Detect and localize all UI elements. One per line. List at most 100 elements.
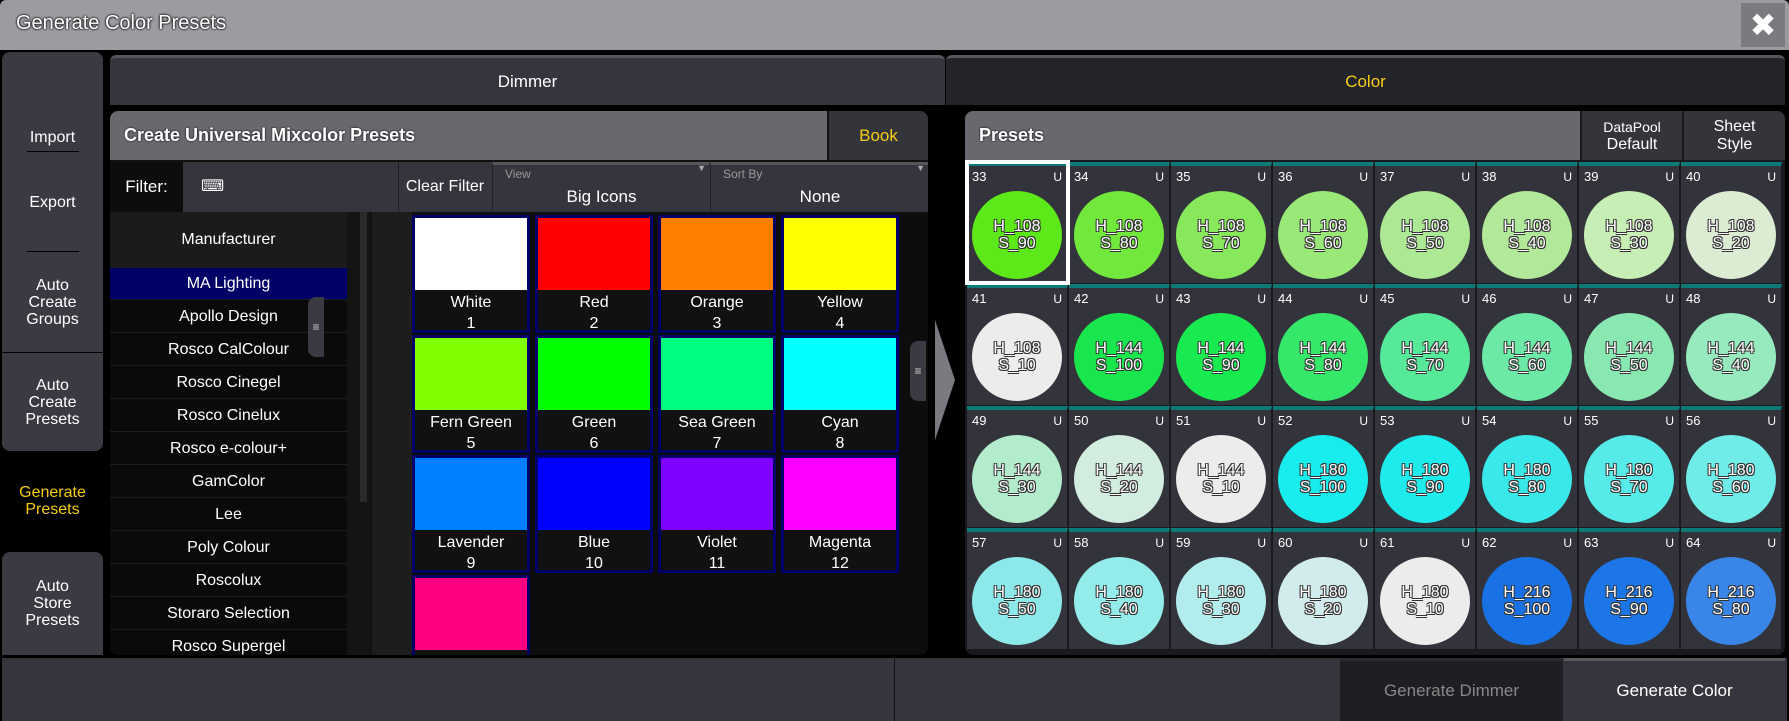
manufacturer-item[interactable]: Rosco Cinelux xyxy=(110,400,347,432)
resize-handle-icon[interactable]: ≡ xyxy=(308,297,324,357)
preset-hue: H_180 xyxy=(993,584,1041,601)
preset-universal-badge: U xyxy=(1359,414,1368,428)
color-tile[interactable]: Blue 10 xyxy=(535,455,653,573)
preset-cell[interactable]: 53 U H_180 S_90 xyxy=(1375,406,1476,527)
preset-hue: H_180 xyxy=(1095,584,1143,601)
color-tile[interactable]: Red 2 xyxy=(535,215,653,333)
preset-cell[interactable]: 60 U H_180 S_20 xyxy=(1273,528,1374,649)
close-x-icon[interactable]: ✖ xyxy=(1741,3,1785,47)
preset-number: 49 xyxy=(972,413,987,428)
preset-cell[interactable]: 45 U H_144 S_70 xyxy=(1375,284,1476,405)
color-number: 2 xyxy=(589,315,599,332)
manufacturer-list[interactable]: Manufacturer MA Lighting Apollo Design Ros… xyxy=(110,212,347,655)
generate-color-button[interactable]: Generate Color xyxy=(1564,658,1785,721)
sidebar-item-import[interactable]: Import xyxy=(2,52,103,222)
preset-cell[interactable]: 39 U H_108 S_30 xyxy=(1579,162,1680,283)
preset-cell[interactable]: 54 U H_180 S_80 xyxy=(1477,406,1578,527)
color-tile[interactable]: Green 6 xyxy=(535,335,653,453)
datapool-button[interactable]: DataPool Default xyxy=(1582,111,1682,160)
preset-cell[interactable]: 34 U H_108 S_80 xyxy=(1069,162,1170,283)
preset-cell[interactable]: 50 U H_144 S_20 xyxy=(1069,406,1170,527)
preset-cell[interactable]: 48 U H_144 S_40 xyxy=(1681,284,1782,405)
sidebar-item-auto-create-presets[interactable]: Auto Create Presets xyxy=(2,353,103,451)
preset-cell[interactable]: 58 U H_180 S_40 xyxy=(1069,528,1170,649)
tab-dimmer[interactable]: Dimmer xyxy=(110,55,945,105)
manufacturer-item[interactable]: Lee xyxy=(110,499,347,531)
manufacturer-item[interactable]: MA Lighting xyxy=(110,268,347,300)
sidebar-item-export[interactable]: Export xyxy=(29,193,76,211)
preset-cell[interactable]: 40 U H_108 S_20 xyxy=(1681,162,1782,283)
preset-cell[interactable]: 56 U H_180 S_60 xyxy=(1681,406,1782,527)
book-button[interactable]: Book xyxy=(829,111,928,160)
color-tile[interactable]: Violet 11 xyxy=(658,455,776,573)
preset-cell[interactable]: 61 U H_180 S_10 xyxy=(1375,528,1476,649)
manufacturer-item[interactable]: Apollo Design xyxy=(110,301,347,333)
preset-cell[interactable]: 47 U H_144 S_50 xyxy=(1579,284,1680,405)
preset-cell[interactable]: 52 U H_180 S_100 xyxy=(1273,406,1374,527)
preset-cell[interactable]: 62 U H_216 S_100 xyxy=(1477,528,1578,649)
preset-number: 58 xyxy=(1074,535,1089,550)
preset-cell[interactable]: 33 U H_108 S_90 xyxy=(965,160,1070,285)
sidebar-item-auto-store-presets[interactable]: Auto Store Presets xyxy=(2,552,103,655)
preset-cell[interactable]: 57 U H_180 S_50 xyxy=(967,528,1068,649)
color-swatch xyxy=(784,338,896,410)
sheet-style-button[interactable]: Sheet Style xyxy=(1684,111,1785,160)
tab-color[interactable]: Color xyxy=(946,55,1785,105)
resize-handle-icon[interactable]: ≡ xyxy=(910,341,926,401)
divider xyxy=(27,151,79,152)
color-name: Lavender xyxy=(437,534,505,551)
preset-cell[interactable]: 46 U H_144 S_60 xyxy=(1477,284,1578,405)
generate-dimmer-button[interactable]: Generate Dimmer xyxy=(1340,658,1563,721)
color-swatch xyxy=(538,218,650,290)
manufacturer-item[interactable]: Rosco Supergel xyxy=(110,631,347,655)
preset-cell[interactable]: 42 U H_144 S_100 xyxy=(1069,284,1170,405)
preset-cell[interactable]: 49 U H_144 S_30 xyxy=(967,406,1068,527)
preset-universal-badge: U xyxy=(1257,170,1266,184)
preset-cell[interactable]: 44 U H_144 S_80 xyxy=(1273,284,1374,405)
preset-cell[interactable]: 36 U H_108 S_60 xyxy=(1273,162,1374,283)
color-tile[interactable]: Fern Green 5 xyxy=(412,335,530,453)
preset-cell[interactable]: 59 U H_180 S_30 xyxy=(1171,528,1272,649)
preset-cell[interactable]: 38 U H_108 S_40 xyxy=(1477,162,1578,283)
manufacturer-item[interactable]: Rosco e-colour+ xyxy=(110,433,347,465)
preset-cell[interactable]: 63 U H_216 S_90 xyxy=(1579,528,1680,649)
manufacturer-item[interactable]: Rosco Cinegel xyxy=(110,367,347,399)
color-tile[interactable]: Sea Green 7 xyxy=(658,335,776,453)
color-name: Red xyxy=(579,294,609,311)
sidebar-item-generate-presets[interactable]: Generate Presets xyxy=(2,451,103,551)
preset-cell[interactable]: 43 U H_144 S_90 xyxy=(1171,284,1272,405)
preset-number: 51 xyxy=(1176,413,1191,428)
clear-filter-button[interactable]: Clear Filter xyxy=(398,162,491,212)
manufacturer-item[interactable]: Roscolux xyxy=(110,565,347,597)
preset-number: 48 xyxy=(1686,291,1701,306)
color-number: 5 xyxy=(466,435,476,452)
preset-universal-badge: U xyxy=(1665,170,1674,184)
color-tile[interactable]: Magenta 12 xyxy=(781,455,899,573)
filter-input[interactable]: ⌨ xyxy=(183,162,397,212)
view-dropdown[interactable]: View Big Icons ▼ xyxy=(492,162,709,212)
color-tile[interactable]: Lavender 9 xyxy=(412,455,530,573)
color-number: 6 xyxy=(589,435,599,452)
preset-cell[interactable]: 64 U H_216 S_80 xyxy=(1681,528,1782,649)
color-tile[interactable]: White 1 xyxy=(412,215,530,333)
color-tile[interactable] xyxy=(412,575,530,655)
list-scrollbar[interactable] xyxy=(347,212,370,655)
manufacturer-item[interactable]: Rosco CalColour xyxy=(110,334,347,366)
preset-cell[interactable]: 51 U H_144 S_10 xyxy=(1171,406,1272,527)
preset-cell[interactable]: 37 U H_108 S_50 xyxy=(1375,162,1476,283)
color-tile[interactable]: Cyan 8 xyxy=(781,335,899,453)
manufacturer-item[interactable]: Poly Colour xyxy=(110,532,347,564)
manufacturer-item[interactable]: GamColor xyxy=(110,466,347,498)
color-swatch xyxy=(415,218,527,290)
color-tile[interactable]: Orange 3 xyxy=(658,215,776,333)
preset-cell[interactable]: 41 U H_108 S_10 xyxy=(967,284,1068,405)
color-tile[interactable]: Yellow 4 xyxy=(781,215,899,333)
sidebar-item-auto-create-groups[interactable]: Auto Create Groups xyxy=(2,252,103,352)
preset-cell[interactable]: 55 U H_180 S_70 xyxy=(1579,406,1680,527)
preset-color-circle: H_144 S_70 xyxy=(1380,313,1470,401)
color-number: 8 xyxy=(835,435,845,452)
manufacturer-item[interactable]: Storaro Selection xyxy=(110,598,347,630)
window-title: Generate Color Presets xyxy=(16,12,227,34)
preset-cell[interactable]: 35 U H_108 S_70 xyxy=(1171,162,1272,283)
sort-by-dropdown[interactable]: Sort By None ▼ xyxy=(710,162,928,212)
